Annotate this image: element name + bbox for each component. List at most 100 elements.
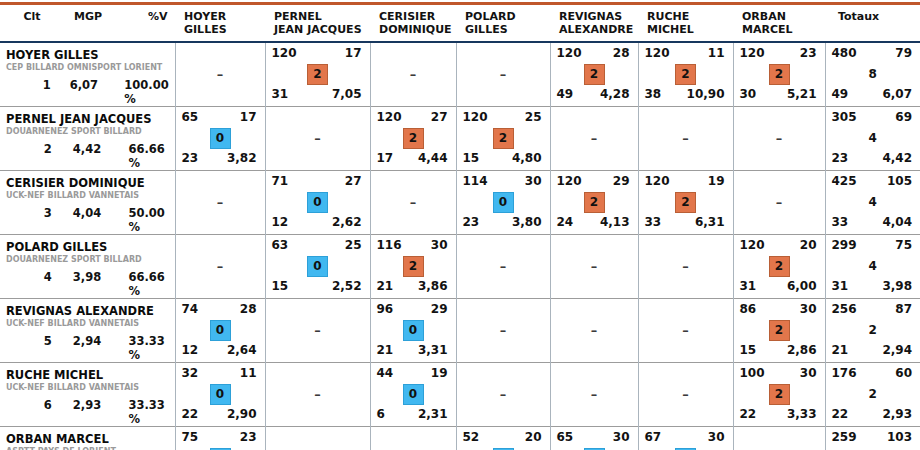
opponent-header: HOYERGILLES — [175, 4, 265, 43]
no-match-dash: – — [266, 427, 370, 450]
match-content: 120172317,05 — [266, 43, 370, 106]
score-bottom-line: 3810,90 — [639, 88, 733, 101]
match-content: 120252154,80 — [457, 107, 550, 170]
score-mid-line: 2 — [551, 192, 638, 213]
best-serie: 19 — [708, 175, 725, 188]
match-cell: 120192336,31 — [638, 171, 733, 235]
match-content: 52200122,60 — [457, 427, 550, 450]
score-mid-line: 2 — [734, 256, 825, 277]
score-mid-line: 2 — [551, 64, 638, 85]
score-top-line: 12011 — [639, 47, 733, 60]
opponent-header-firstname: JEAN JACQUES — [274, 23, 370, 36]
points-scored: 120 — [557, 47, 582, 60]
match-points-badge: 2 — [493, 128, 514, 149]
match-cell: – — [265, 107, 370, 171]
score-bottom-line: 233,82 — [176, 152, 265, 165]
totals-cell: 256872212,94 — [825, 299, 920, 363]
player-stats-line: 62,9333.33 % — [0, 398, 175, 426]
opponent-header: REVIGNASALEXANDRE — [550, 4, 638, 43]
opponent-header-surname: POLARD — [465, 10, 550, 23]
no-match-dash: – — [176, 43, 265, 106]
tournament-crosstable: CltMGP%VHOYERGILLESPERNELJEAN JACQUESCER… — [0, 0, 920, 450]
points-scored: 305 — [832, 111, 857, 124]
score-mid-line: 4 — [826, 196, 920, 209]
totals-cell: 480798496,07 — [825, 42, 920, 107]
score-top-line: 3211 — [176, 367, 265, 380]
match-cell: 96290213,31 — [370, 299, 456, 363]
score-mid-line: 0 — [371, 320, 456, 341]
player-club: DOUARNENEZ SPORT BILLARD — [0, 126, 175, 136]
match-cell: – — [265, 427, 370, 450]
score-bottom-line: 496,07 — [826, 88, 920, 101]
best-serie: 29 — [431, 303, 448, 316]
score-mid-line: 2 — [826, 388, 920, 401]
score-mid-line: 0 — [266, 192, 370, 213]
score-top-line: 6730 — [639, 431, 733, 444]
best-serie: 60 — [895, 367, 912, 380]
moyenne-value: 2,94 — [882, 344, 912, 357]
totals-match-points: 4 — [869, 132, 877, 145]
no-match-dash: – — [457, 235, 550, 298]
reprises-count: 6 — [377, 408, 385, 421]
player-info-cell: PERNEL JEAN JACQUESDOUARNENEZ SPORT BILL… — [0, 107, 175, 171]
match-content: 65170233,82 — [176, 107, 265, 170]
player-club: ASPTT PAYS DE LORIENT — [0, 446, 175, 450]
points-scored: 120 — [463, 111, 488, 124]
corner-header-labels: CltMGP%V — [0, 10, 175, 23]
opponent-header-surname: RUCHE — [647, 10, 733, 23]
best-serie: 79 — [895, 47, 912, 60]
column-header-pctv: %V — [148, 10, 168, 23]
score-mid-line: 2 — [457, 128, 550, 149]
score-top-line: 10030 — [734, 367, 825, 380]
points-scored: 120 — [645, 175, 670, 188]
player-win-percentage: 33.33 % — [128, 398, 174, 426]
match-cell: – — [550, 299, 638, 363]
no-match-dash: – — [734, 427, 825, 450]
totals-cell: 2591030152,51 — [825, 427, 920, 450]
match-points-badge: 2 — [769, 320, 790, 341]
best-serie: 75 — [895, 239, 912, 252]
best-serie: 28 — [240, 303, 257, 316]
match-cell: – — [456, 299, 550, 363]
totals-content: 256872212,94 — [826, 299, 920, 362]
reprises-count: 12 — [272, 216, 289, 229]
opponent-header: PERNELJEAN JACQUES — [265, 4, 370, 43]
player-mgp: 4,42 — [67, 142, 106, 170]
moyenne-value: 3,82 — [227, 152, 257, 165]
match-cell: 4419062,31 — [370, 363, 456, 427]
score-top-line: 6530 — [551, 431, 638, 444]
match-cell: – — [265, 363, 370, 427]
match-cell: 120292244,13 — [550, 171, 638, 235]
score-bottom-line: 234,42 — [826, 152, 920, 165]
best-serie: 17 — [345, 47, 362, 60]
no-match-dash: – — [457, 299, 550, 362]
moyenne-value: 6,07 — [882, 88, 912, 101]
player-info-cell: ORBAN MARCELASPTT PAYS DE LORIENT72,510.… — [0, 427, 175, 450]
score-bottom-line: 122,64 — [176, 344, 265, 357]
totals-match-points: 4 — [869, 260, 877, 273]
score-mid-line: 2 — [371, 256, 456, 277]
opponent-header: RUCHEMICHEL — [638, 4, 733, 43]
reprises-count: 21 — [377, 280, 394, 293]
best-serie: 20 — [525, 431, 542, 444]
player-row: RUCHE MICHELUCK-NEF BILLARD VANNETAIS62,… — [0, 363, 920, 427]
header-row: CltMGP%VHOYERGILLESPERNELJEAN JACQUESCER… — [0, 4, 920, 43]
reprises-count: 22 — [832, 408, 849, 421]
match-points-badge: 2 — [584, 192, 605, 213]
opponent-header-firstname: MARCEL — [742, 23, 825, 36]
score-mid-line: 0 — [176, 128, 265, 149]
player-club: CEP BILLARD OMNISPORT LORIENT — [0, 62, 175, 72]
player-win-percentage: 33.33 % — [128, 334, 174, 362]
totals-content: 299754313,98 — [826, 235, 920, 298]
score-bottom-line: 244,13 — [551, 216, 638, 229]
totals-match-points: 4 — [869, 196, 877, 209]
match-cell: – — [733, 107, 825, 171]
points-scored: 120 — [557, 175, 582, 188]
player-stats-line: 34,0450.00 % — [0, 206, 175, 234]
player-win-percentage: 100.00 % — [124, 78, 174, 106]
moyenne-value: 3,98 — [882, 280, 912, 293]
score-mid-line: 0 — [176, 320, 265, 341]
player-row: PERNEL JEAN JACQUESDOUARNENEZ SPORT BILL… — [0, 107, 920, 171]
score-bottom-line: 222,93 — [826, 408, 920, 421]
match-content: 120232305,21 — [734, 43, 825, 106]
